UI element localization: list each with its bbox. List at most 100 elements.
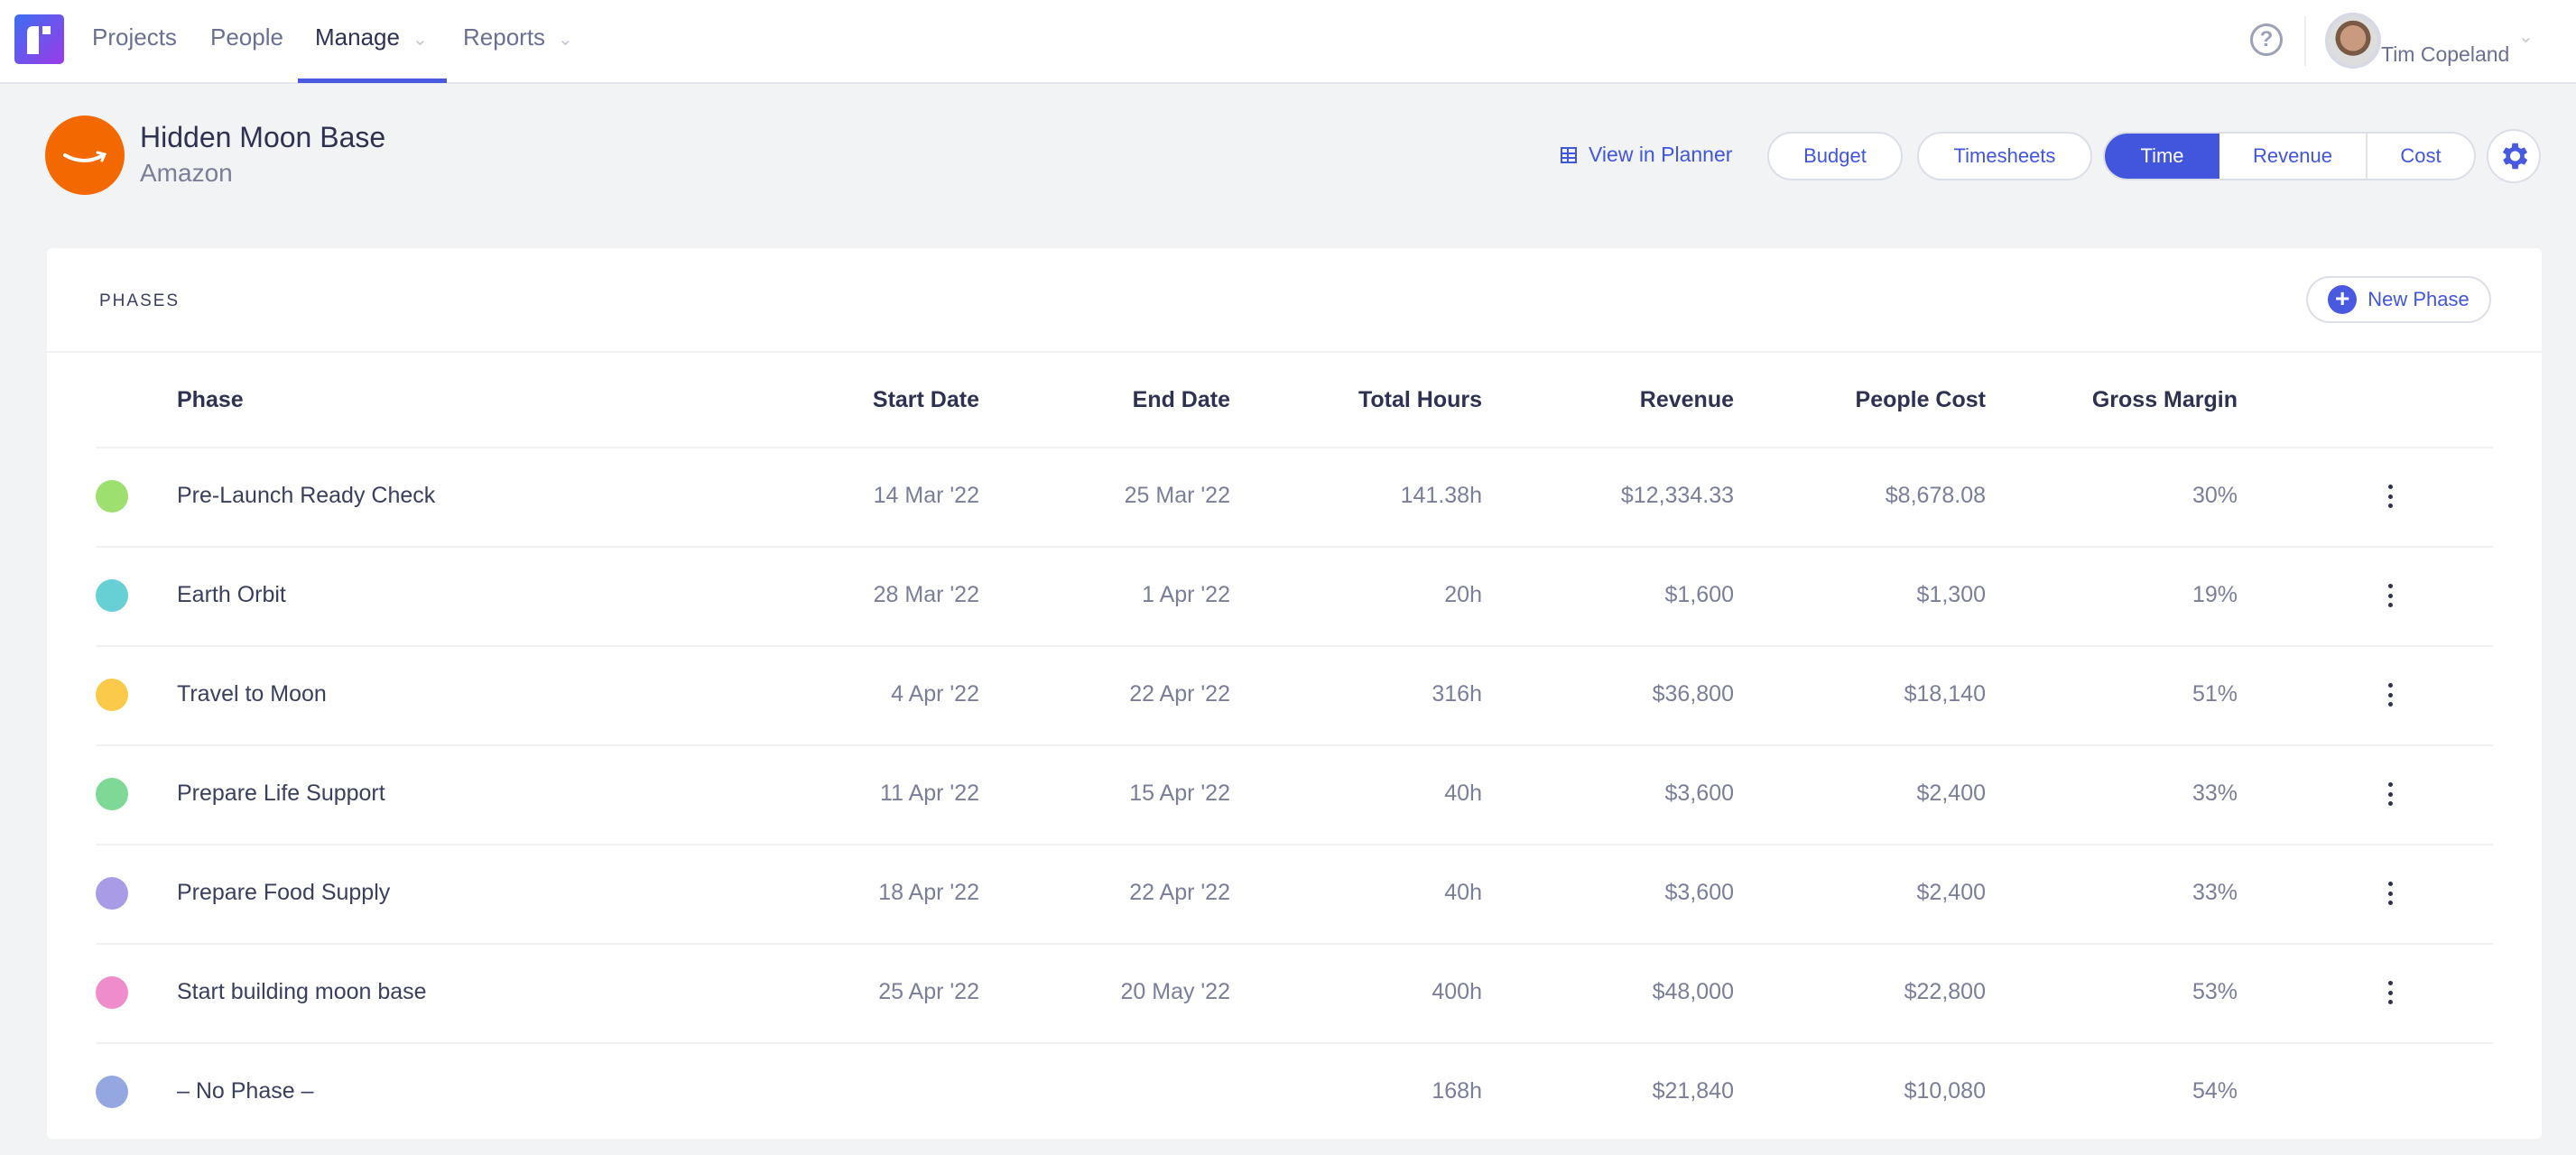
- cell-hours: 141.38h: [1400, 483, 1482, 508]
- settings-button[interactable]: [2487, 129, 2541, 183]
- nav-reports[interactable]: Reports ⌄: [463, 23, 573, 51]
- cell-margin: 30%: [2191, 483, 2238, 508]
- cell-revenue: $3,600: [1664, 781, 1734, 806]
- view-in-planner-label: View in Planner: [1589, 143, 1733, 166]
- cell-start: 11 Apr '22: [880, 781, 979, 806]
- nav-people[interactable]: People: [210, 23, 283, 51]
- column-header[interactable]: Revenue: [1639, 387, 1734, 412]
- new-phase-label: New Phase: [2368, 288, 2469, 310]
- phase-name[interactable]: Earth Orbit: [177, 582, 286, 607]
- row-divider: [96, 1042, 2493, 1044]
- active-tab-indicator: [298, 79, 447, 83]
- chevron-down-icon: ⌄: [412, 30, 428, 50]
- table-row[interactable]: Prepare Food Supply 18 Apr '22 22 Apr '22 4…: [47, 844, 2542, 943]
- segment-time[interactable]: Time: [2105, 134, 2219, 179]
- cell-revenue: $21,840: [1652, 1078, 1734, 1104]
- more-options-icon[interactable]: [2383, 878, 2397, 909]
- cell-end: 25 Mar '22: [1124, 483, 1230, 508]
- cell-cost: $10,080: [1904, 1078, 1986, 1104]
- plus-icon: +: [2328, 285, 2358, 314]
- client-logo: [45, 116, 125, 195]
- row-divider: [96, 844, 2493, 845]
- cell-cost: $2,400: [1916, 781, 1986, 806]
- more-options-icon[interactable]: [2383, 977, 2397, 1008]
- row-divider: [96, 744, 2493, 746]
- view-in-planner-link[interactable]: View in Planner: [1560, 143, 1732, 167]
- app-logo[interactable]: [14, 14, 64, 64]
- column-header[interactable]: Gross Margin: [2091, 387, 2238, 412]
- divider: [47, 351, 2542, 353]
- row-divider: [96, 943, 2493, 945]
- cell-end: 1 Apr '22: [1142, 582, 1230, 607]
- phase-name[interactable]: Prepare Food Supply: [177, 880, 391, 905]
- cell-margin: 54%: [2191, 1078, 2238, 1104]
- cell-hours: 20h: [1444, 582, 1482, 607]
- more-options-icon[interactable]: [2383, 580, 2397, 611]
- table-row[interactable]: Start building moon base 25 Apr '22 20 May…: [47, 943, 2542, 1042]
- client-name: Amazon: [140, 159, 233, 187]
- cell-end: 22 Apr '22: [1129, 880, 1230, 905]
- cell-start: 18 Apr '22: [878, 880, 979, 905]
- column-header[interactable]: People Cost: [1855, 387, 1986, 412]
- column-header[interactable]: Total Hours: [1357, 387, 1482, 412]
- help-icon[interactable]: ?: [2250, 23, 2283, 56]
- more-options-icon[interactable]: [2383, 779, 2397, 809]
- more-options-icon[interactable]: [2383, 679, 2397, 710]
- table-row[interactable]: Prepare Life Support 11 Apr '22 15 Apr '22…: [47, 744, 2542, 844]
- phases-card: PHASES + New Phase Phase Start Date End Dat…: [47, 248, 2542, 1139]
- cell-cost: $22,800: [1904, 979, 1986, 1004]
- budget-button[interactable]: Budget: [1767, 132, 1903, 180]
- table-row[interactable]: – No Phase – 168h $21,840 $10,080 54%: [47, 1042, 2542, 1141]
- cell-cost: $18,140: [1904, 681, 1986, 707]
- phase-name[interactable]: Start building moon base: [177, 979, 427, 1004]
- segment-revenue[interactable]: Revenue: [2252, 144, 2333, 167]
- table-row[interactable]: Travel to Moon 4 Apr '22 22 Apr '22 316h $36…: [47, 645, 2542, 744]
- cell-start: 25 Apr '22: [878, 979, 979, 1004]
- cell-margin: 51%: [2191, 681, 2238, 707]
- cell-hours: 40h: [1444, 781, 1482, 806]
- phase-color-dot: [96, 579, 128, 612]
- nav-projects[interactable]: Projects: [92, 23, 177, 51]
- new-phase-button[interactable]: + New Phase: [2306, 276, 2491, 323]
- avatar[interactable]: [2325, 13, 2381, 69]
- row-divider: [96, 645, 2493, 647]
- row-divider: [96, 447, 2493, 448]
- cell-revenue: $48,000: [1652, 979, 1734, 1004]
- phase-name[interactable]: – No Phase –: [177, 1078, 314, 1104]
- table-row[interactable]: Earth Orbit 28 Mar '22 1 Apr '22 20h $1,600 $…: [47, 546, 2542, 645]
- phase-name[interactable]: Pre-Launch Ready Check: [177, 483, 436, 508]
- nav-reports-label: Reports: [463, 23, 546, 51]
- phase-name[interactable]: Travel to Moon: [177, 681, 327, 707]
- cell-revenue: $12,334.33: [1620, 483, 1734, 508]
- nav-manage[interactable]: Manage ⌄: [315, 23, 428, 51]
- segment-cost[interactable]: Cost: [2366, 134, 2474, 179]
- phase-color-dot: [96, 679, 128, 711]
- cell-end: 15 Apr '22: [1129, 781, 1230, 806]
- user-name[interactable]: Tim Copeland: [2381, 42, 2510, 66]
- column-header[interactable]: Phase: [177, 387, 244, 412]
- cell-hours: 168h: [1432, 1078, 1482, 1104]
- section-heading: PHASES: [99, 291, 181, 310]
- phase-color-dot: [96, 480, 128, 513]
- chevron-down-icon[interactable]: ⌄: [2518, 27, 2534, 47]
- more-options-icon[interactable]: [2383, 481, 2397, 512]
- phase-name[interactable]: Prepare Life Support: [177, 781, 385, 806]
- timesheets-button[interactable]: Timesheets: [1917, 132, 2092, 180]
- phase-color-dot: [96, 976, 128, 1009]
- column-header[interactable]: End Date: [1132, 387, 1230, 412]
- divider: [2304, 16, 2306, 66]
- column-header[interactable]: Start Date: [872, 387, 979, 412]
- cell-revenue: $36,800: [1652, 681, 1734, 707]
- phase-color-dot: [96, 1076, 128, 1108]
- table-row[interactable]: Pre-Launch Ready Check 14 Mar '22 25 Mar '…: [47, 447, 2542, 546]
- cell-revenue: $3,600: [1664, 880, 1734, 905]
- cell-start: 4 Apr '22: [891, 681, 979, 707]
- phase-color-dot: [96, 877, 128, 910]
- top-nav: Projects People Manage ⌄ Reports ⌄ ? Tim C…: [0, 0, 2576, 84]
- cell-cost: $2,400: [1916, 880, 1986, 905]
- cell-margin: 33%: [2191, 781, 2238, 806]
- cell-margin: 19%: [2191, 582, 2238, 607]
- cell-start: 28 Mar '22: [873, 582, 979, 607]
- nav-manage-label: Manage: [315, 23, 400, 51]
- cell-end: 20 May '22: [1120, 979, 1230, 1004]
